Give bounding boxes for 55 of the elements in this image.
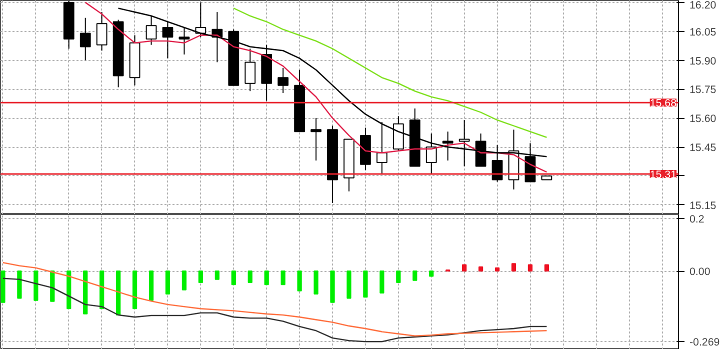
y-tick-label: 16.20: [690, 0, 716, 12]
y-tick-label: 15.90: [690, 55, 716, 68]
y-tick-label: -0.269: [690, 336, 720, 348]
bar: [264, 270, 269, 286]
bar: [528, 264, 533, 272]
candlestick: [96, 12, 108, 52]
candlestick: [146, 15, 157, 46]
candlestick: [80, 17, 91, 61]
candlestick: [162, 21, 174, 59]
line-series: [84, 2, 548, 173]
bar: [231, 270, 236, 286]
bar: [116, 270, 121, 316]
bar: [165, 270, 170, 295]
bar: [412, 270, 418, 281]
bar: [198, 270, 203, 284]
bar: [314, 270, 318, 295]
bar: [396, 270, 401, 284]
bar: [544, 264, 549, 272]
bar: [132, 270, 138, 310]
bar: [34, 270, 38, 301]
y-tick-label: 15.15: [690, 200, 716, 212]
line-series: [2, 262, 548, 337]
line-series: [2, 278, 548, 342]
y-tick-label: 15.60: [690, 113, 716, 126]
bar: [100, 270, 104, 310]
bar: [511, 263, 516, 272]
bar: [0, 270, 6, 303]
bar: [214, 270, 220, 280]
bar: [494, 267, 500, 272]
bar: [462, 264, 467, 272]
y-tick-label: 0.00: [690, 266, 710, 278]
candlestick: [278, 67, 289, 94]
candlestick: [178, 26, 190, 55]
bar: [280, 270, 286, 286]
candlestick: [310, 118, 322, 162]
y-tick-label: 0.2: [690, 214, 704, 226]
bar: [478, 266, 484, 272]
bar: [248, 270, 252, 284]
y-tick-label: 15.45: [690, 142, 716, 154]
bar: [346, 270, 352, 299]
line-series: [232, 8, 548, 138]
y-tick-label: 16.05: [690, 26, 716, 38]
bar: [17, 270, 22, 299]
bar: [429, 270, 434, 277]
bar: [66, 270, 72, 310]
ref-line-label: 15.31: [650, 169, 677, 182]
bar: [148, 270, 154, 301]
bar: [380, 270, 384, 294]
bar: [363, 270, 368, 298]
bar: [297, 270, 302, 292]
bar: [182, 270, 187, 290]
y-tick-label: 15.75: [690, 84, 716, 96]
candlestick: [244, 48, 256, 92]
bar: [83, 270, 88, 314]
bar: [330, 270, 335, 303]
